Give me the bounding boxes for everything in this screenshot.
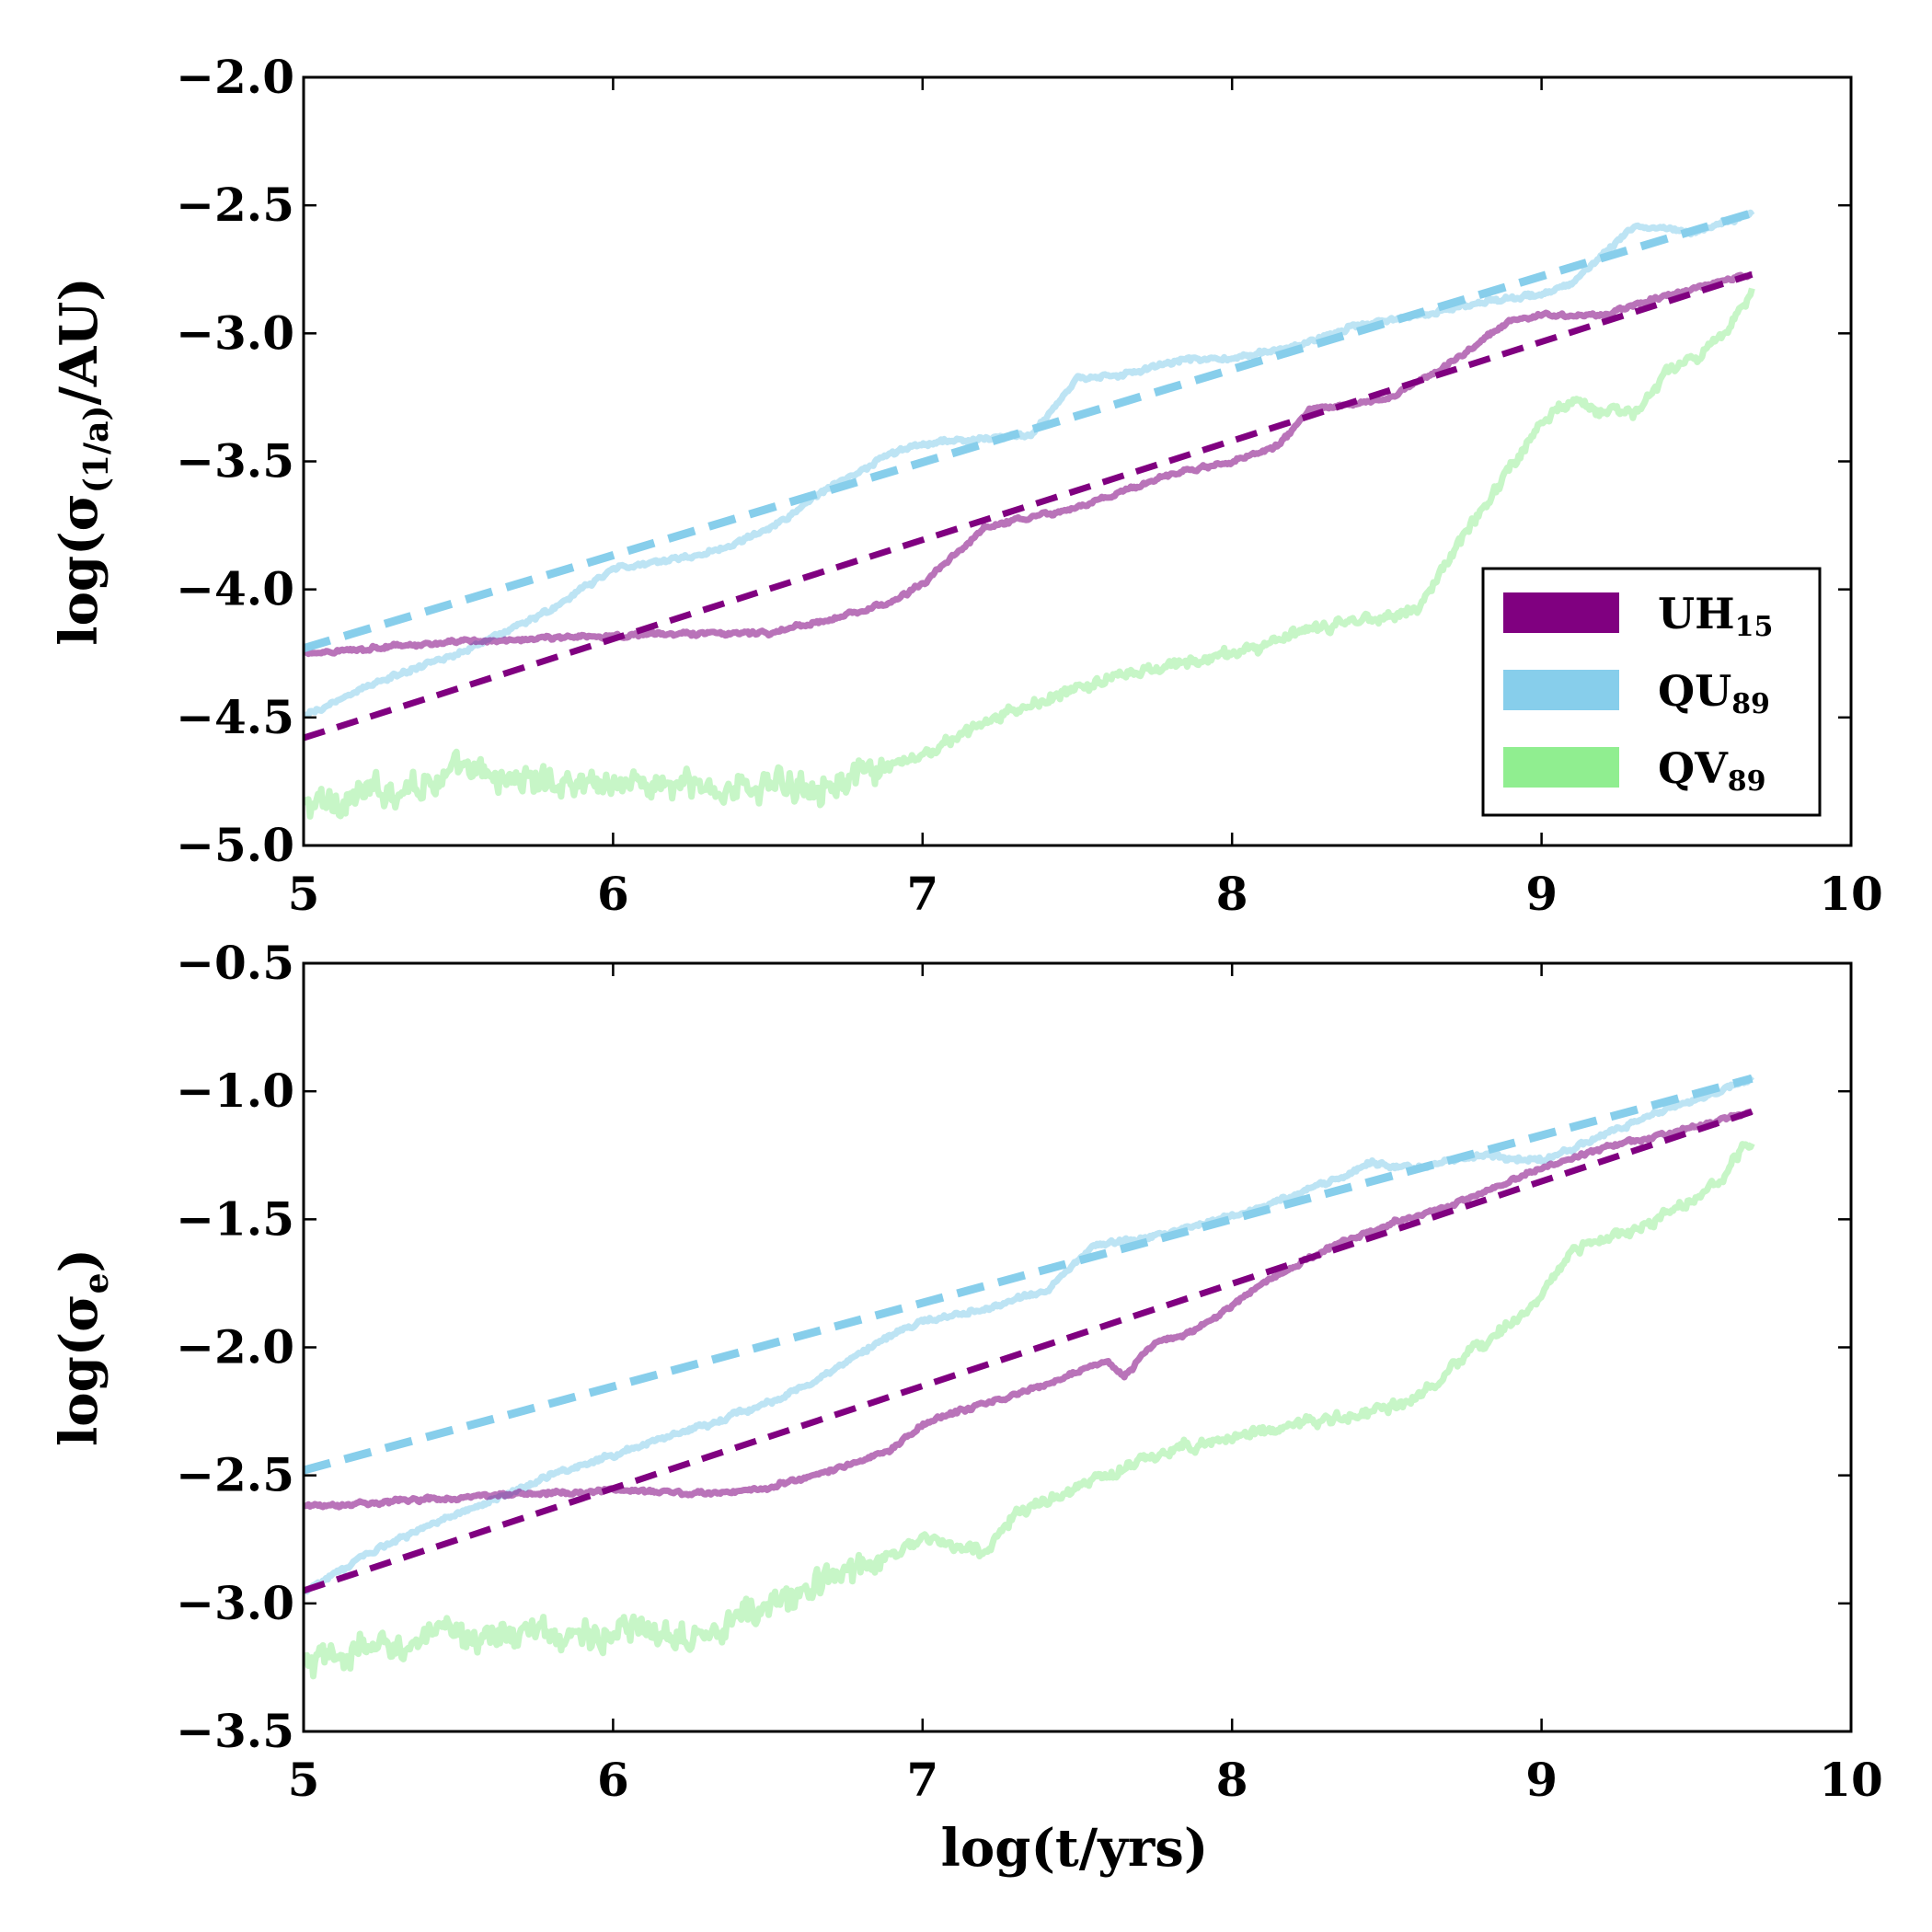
y-tick-label: −3.0 (176, 305, 294, 360)
top-panel: 5 6 7 8 9 10−5.0−4.5−4.0−3.5−3.0−2.5−2.0log(σ… (49, 50, 1883, 921)
legend-label-base: UH (1658, 589, 1735, 638)
series-qu89-fit (304, 1074, 1754, 1475)
y-axis-label-base: log(σ (49, 493, 109, 646)
series-uh15-fit (304, 1109, 1754, 1594)
plot-area (304, 209, 1755, 820)
x-tick-label: 9 (1525, 867, 1558, 921)
y-axis-label-tail: ) (49, 1248, 109, 1273)
legend-swatch-qv89 (1503, 747, 1619, 788)
series-uh15 (304, 271, 1754, 658)
x-tick-label: 6 (597, 1753, 629, 1807)
x-tick-label: 7 (906, 867, 938, 921)
x-tick-label: 10 (1819, 1753, 1883, 1807)
x-tick-label: 8 (1216, 1753, 1248, 1807)
y-tick-label: −4.5 (176, 690, 294, 744)
x-tick-label: 10 (1819, 867, 1883, 921)
y-tick-label: −2.5 (176, 1448, 294, 1502)
x-tick-label: 8 (1216, 867, 1248, 921)
y-tick-label: −4.0 (176, 562, 294, 616)
y-axis-label: log(σe) (49, 1248, 116, 1446)
legend-swatch-uh15 (1503, 592, 1619, 633)
y-tick-label: −2.5 (176, 178, 294, 232)
series-uh15 (304, 1108, 1754, 1511)
y-axis-label-tail: /AU) (49, 277, 109, 405)
y-axis-label-sub: (1/a) (77, 406, 116, 494)
y-tick-label: −3.5 (176, 1704, 294, 1758)
x-axis-label: log(t/yrs) (941, 1818, 1209, 1879)
bottom-panel: 5 6 7 8 9 10 −3.5 −3.0 −2.5 −2.0 −1.5 −1.0 −0.5 log(σ… (49, 936, 1883, 1807)
y-tick-label: −1.5 (176, 1191, 294, 1246)
series-qu89 (304, 1074, 1755, 1595)
x-tick-label: 5 (288, 867, 320, 921)
y-tick-label: −1.0 (176, 1064, 294, 1118)
series-qv89 (304, 1141, 1755, 1680)
x-tick-label: 7 (906, 1753, 938, 1807)
x-tick-label: 9 (1525, 1753, 1558, 1807)
legend-label-qv89: QV89 (1658, 743, 1766, 798)
y-tick-label: −2.0 (176, 50, 294, 104)
y-tick-label: −0.5 (176, 936, 294, 990)
y-tick-label: −2.0 (176, 1320, 294, 1374)
legend-label-sub: 15 (1735, 611, 1774, 643)
y-tick-label: −3.0 (176, 1576, 294, 1630)
legend-label-uh15: UH15 (1658, 589, 1773, 643)
legend-label-base: QV (1658, 743, 1729, 793)
y-axis-label-sub: e (77, 1273, 116, 1294)
legend-label-qu89: QU89 (1658, 666, 1770, 720)
x-tick-label: 5 (288, 1753, 320, 1807)
y-axis-label-base: log(σ (49, 1294, 109, 1446)
x-tick-label: 6 (597, 867, 629, 921)
y-tick-label: −3.5 (176, 434, 294, 489)
series-uh15-fit (304, 270, 1754, 742)
series-qu89 (304, 209, 1755, 719)
legend-label-base: QU (1658, 666, 1731, 716)
plot-area (304, 1074, 1755, 1680)
y-tick-label: −5.0 (176, 818, 294, 872)
legend-label-sub: 89 (1731, 688, 1770, 720)
legend-label-sub: 89 (1728, 765, 1766, 798)
y-axis-label: log(σ(1/a)/AU) (49, 277, 116, 645)
legend-swatch-qu89 (1503, 670, 1619, 710)
series-qv89 (304, 287, 1755, 820)
